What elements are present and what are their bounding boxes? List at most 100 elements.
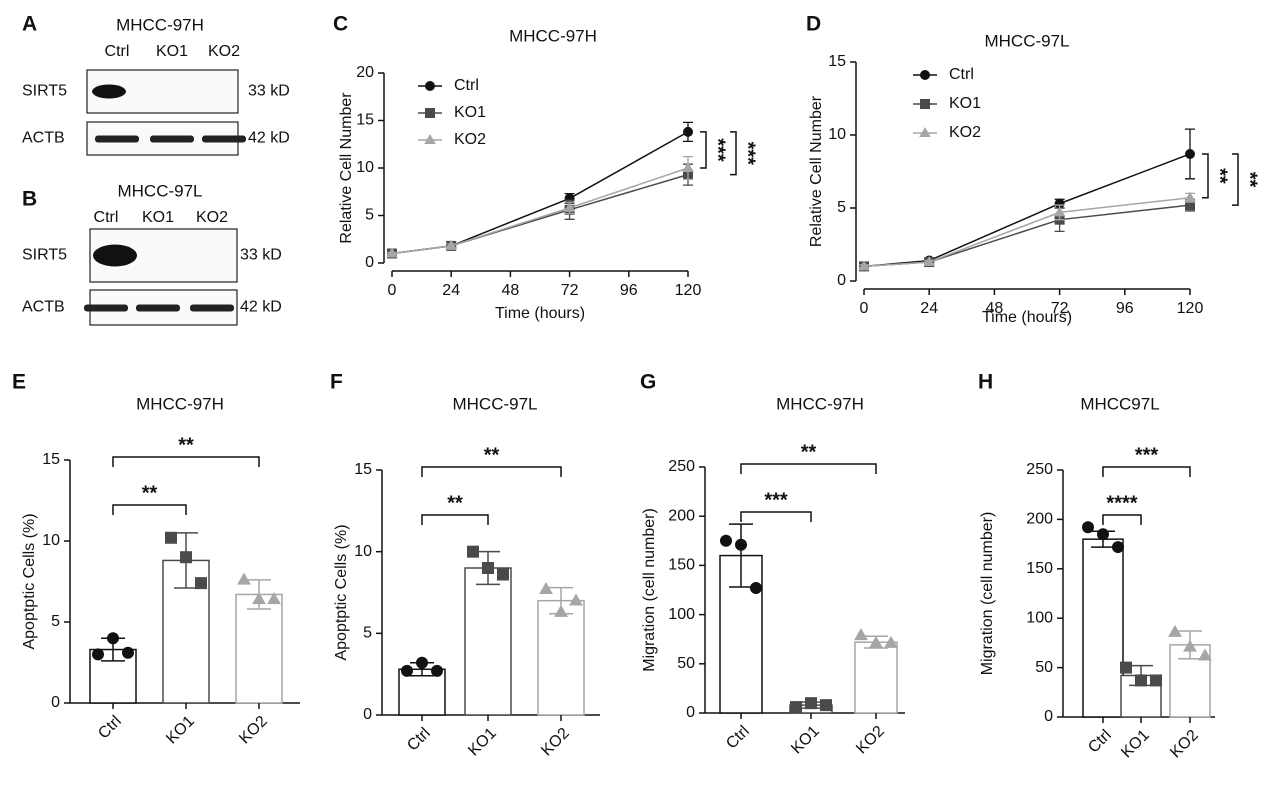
band bbox=[95, 135, 139, 143]
legend-label: Ctrl bbox=[949, 66, 974, 83]
significance-label: **** bbox=[1106, 492, 1137, 514]
y-axis-label: Relative Cell Number bbox=[338, 92, 355, 244]
y-tick-label: 10 bbox=[354, 543, 372, 560]
band bbox=[84, 304, 128, 312]
significance-bracket bbox=[700, 131, 707, 169]
band bbox=[92, 84, 126, 99]
band bbox=[136, 304, 180, 312]
significance-bracket bbox=[740, 511, 812, 522]
significance-label: *** bbox=[764, 489, 788, 511]
marker bbox=[790, 701, 802, 714]
y-tick-label: 100 bbox=[668, 606, 695, 623]
legend-marker bbox=[425, 108, 435, 118]
lane-label: KO2 bbox=[196, 209, 228, 226]
blot-title: MHCC-97H bbox=[116, 15, 204, 34]
panel-letter: C bbox=[333, 13, 348, 36]
significance-label: ** bbox=[801, 441, 817, 463]
blot-size-label: 42 kD bbox=[248, 130, 290, 147]
marker bbox=[1184, 191, 1196, 202]
marker bbox=[683, 126, 693, 137]
y-tick-label: 10 bbox=[356, 159, 374, 176]
x-axis-label: Time (hours) bbox=[495, 305, 585, 322]
significance-bracket bbox=[1232, 153, 1239, 206]
marker bbox=[735, 538, 747, 551]
legend-label: Ctrl bbox=[454, 77, 479, 94]
marker bbox=[416, 656, 428, 669]
x-tick-label: 48 bbox=[986, 300, 1004, 317]
marker bbox=[1168, 624, 1182, 637]
significance-bracket bbox=[421, 514, 489, 525]
marker bbox=[884, 635, 898, 648]
y-tick-label: 0 bbox=[837, 272, 846, 289]
blot-size-label: 33 kD bbox=[240, 247, 282, 264]
y-tick-label: 250 bbox=[1026, 461, 1053, 478]
marker bbox=[569, 593, 583, 606]
panel-letter: D bbox=[806, 13, 821, 36]
marker bbox=[1053, 206, 1066, 217]
legend-label: KO1 bbox=[454, 104, 486, 121]
significance-bracket bbox=[1102, 466, 1191, 477]
chart-title: MHCC-97H bbox=[776, 394, 864, 413]
marker bbox=[107, 632, 119, 645]
marker bbox=[854, 628, 868, 641]
legend-marker bbox=[920, 70, 930, 80]
significance-bracket bbox=[1102, 514, 1142, 525]
y-tick-label: 0 bbox=[686, 704, 695, 721]
y-tick-label: 5 bbox=[365, 207, 374, 224]
significance-bracket bbox=[421, 466, 562, 477]
y-tick-label: 15 bbox=[828, 53, 846, 70]
x-tick-label: 96 bbox=[1116, 300, 1134, 317]
legend-label: KO2 bbox=[454, 131, 486, 148]
marker bbox=[445, 239, 457, 250]
y-axis-label: Migration (cell number) bbox=[641, 508, 658, 672]
y-tick-label: 50 bbox=[677, 655, 695, 672]
significance-bracket bbox=[740, 463, 877, 474]
y-axis-label: Migration (cell number) bbox=[979, 512, 996, 676]
significance-label: *** bbox=[1135, 444, 1159, 466]
y-tick-label: 100 bbox=[1026, 609, 1053, 626]
band bbox=[150, 135, 194, 143]
marker bbox=[858, 260, 870, 271]
significance-label: ** bbox=[178, 434, 194, 456]
legend-label: KO2 bbox=[949, 124, 981, 141]
x-tick-label: 0 bbox=[860, 300, 869, 317]
y-tick-label: 0 bbox=[365, 254, 374, 271]
y-tick-label: 5 bbox=[837, 199, 846, 216]
marker bbox=[554, 604, 568, 617]
chart-title: MHCC-97H bbox=[136, 394, 224, 413]
x-tick-label: 0 bbox=[388, 282, 397, 299]
lane-label: KO2 bbox=[208, 43, 240, 60]
blot-title: MHCC-97L bbox=[117, 181, 202, 200]
band bbox=[190, 304, 234, 312]
y-tick-label: 10 bbox=[42, 532, 60, 549]
bar bbox=[1082, 538, 1124, 718]
y-tick-label: 5 bbox=[363, 625, 372, 642]
blot-row-label: ACTB bbox=[22, 299, 65, 316]
y-tick-label: 5 bbox=[51, 613, 60, 630]
chart-title: MHCC-97L bbox=[452, 394, 537, 413]
lane-label: Ctrl bbox=[105, 43, 130, 60]
marker bbox=[1112, 541, 1124, 554]
marker bbox=[563, 201, 576, 212]
marker bbox=[1054, 198, 1065, 209]
x-tick-label: 24 bbox=[920, 300, 938, 317]
y-tick-label: 0 bbox=[363, 706, 372, 723]
chart-title: MHCC-97H bbox=[509, 26, 597, 45]
marker bbox=[401, 664, 413, 677]
x-tick-label: 72 bbox=[561, 282, 579, 299]
blot-size-label: 33 kD bbox=[248, 83, 290, 100]
marker bbox=[431, 664, 443, 677]
marker bbox=[720, 534, 732, 547]
error-bar bbox=[729, 523, 753, 588]
lane-label: KO1 bbox=[142, 209, 174, 226]
y-tick-label: 200 bbox=[668, 507, 695, 524]
blot-row-label: SIRT5 bbox=[22, 247, 67, 264]
marker bbox=[122, 646, 134, 659]
x-tick-label: 72 bbox=[1051, 300, 1069, 317]
marker bbox=[497, 568, 509, 581]
blot-row-label: SIRT5 bbox=[22, 83, 67, 100]
significance-bracket bbox=[112, 504, 187, 515]
marker bbox=[467, 545, 479, 558]
x-tick-label: 24 bbox=[442, 282, 460, 299]
marker bbox=[1097, 528, 1109, 541]
